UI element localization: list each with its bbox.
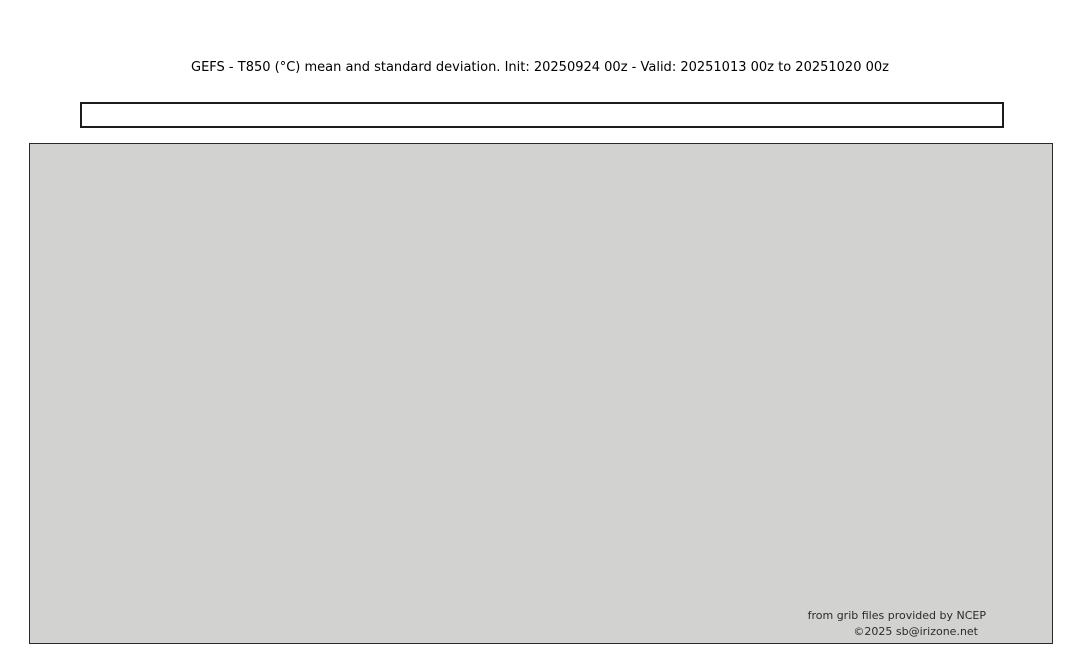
- credit-copyright: ©2025 sb@irizone.net: [853, 625, 978, 638]
- colorbar: [80, 102, 1004, 128]
- figure-title: GEFS - T850 (°C) mean and standard devia…: [191, 60, 889, 75]
- credit-source: from grib files provided by NCEP: [807, 609, 986, 622]
- world-map: from grib files provided by NCEP ©2025 s…: [29, 143, 1053, 644]
- colorbar-tick-labels: [80, 87, 1000, 100]
